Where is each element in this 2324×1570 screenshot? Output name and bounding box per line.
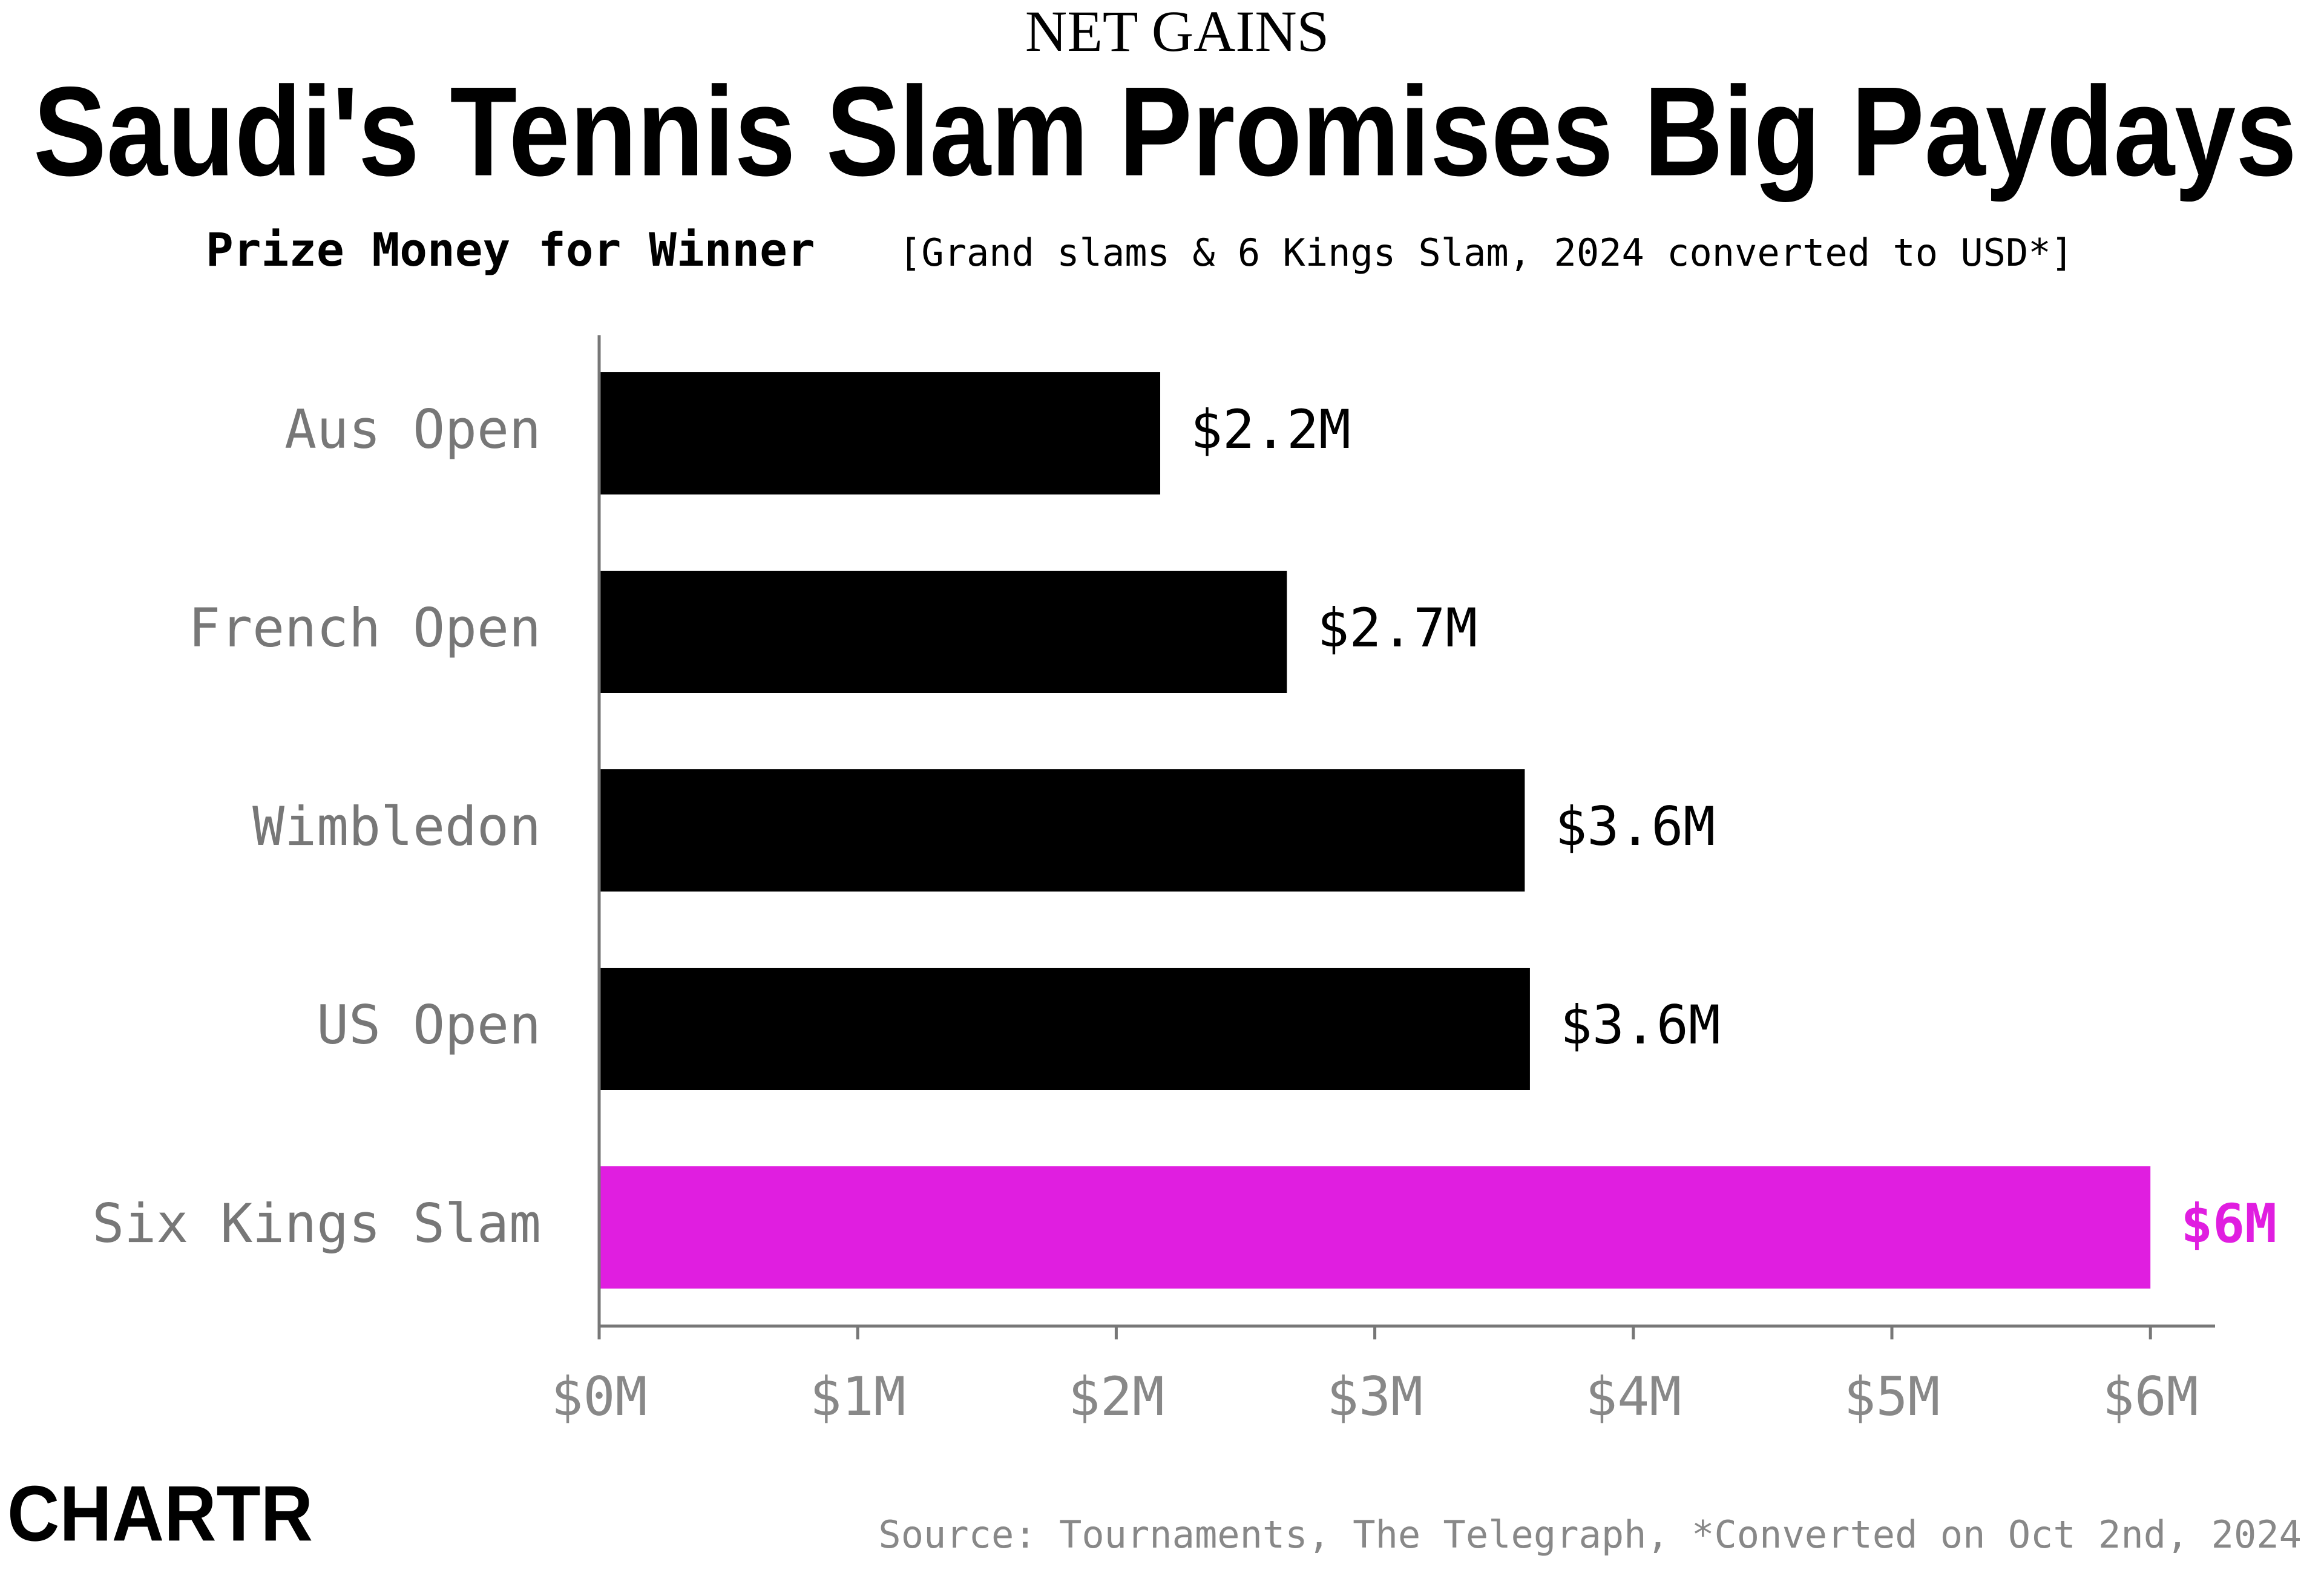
bar <box>599 571 1287 693</box>
x-tick-label: $0M <box>551 1365 648 1428</box>
x-tick-label: $5M <box>1844 1365 1940 1428</box>
x-tick-label: $2M <box>1068 1365 1164 1428</box>
chart-title: Saudi's Tennis Slam Promises Big Paydays <box>33 60 2297 202</box>
y-tick-label: Wimbledon <box>252 795 541 858</box>
y-tick-label: US Open <box>317 994 541 1056</box>
subtitle-bold: Prize Money for Winner <box>206 223 815 277</box>
value-label: $3.6M <box>1560 994 1721 1056</box>
source: Source: Tournaments, The Telegraph, *Con… <box>878 1513 2302 1557</box>
y-tick-label: Aus Open <box>284 398 541 461</box>
logo: CHARTR <box>7 1469 313 1557</box>
kicker: NET GAINS <box>1025 0 1329 64</box>
y-tick-label: French Open <box>188 597 541 659</box>
x-tick-label: $6M <box>2102 1365 2199 1428</box>
bar <box>599 372 1161 494</box>
bar <box>599 769 1525 892</box>
value-label: $2.2M <box>1190 398 1351 461</box>
x-tick-label: $3M <box>1327 1365 1423 1428</box>
x-tick-label: $4M <box>1585 1365 1681 1428</box>
value-label: $3.6M <box>1555 795 1715 858</box>
y-tick-label: Six Kings Slam <box>92 1192 541 1255</box>
value-label: $6M <box>2181 1192 2277 1255</box>
bar <box>599 968 1530 1090</box>
value-label: $2.7M <box>1317 597 1477 659</box>
subtitle: [Grand slams & 6 Kings Slam, 2024 conver… <box>899 231 2073 275</box>
x-tick-label: $1M <box>810 1365 906 1428</box>
bar <box>599 1166 2151 1289</box>
